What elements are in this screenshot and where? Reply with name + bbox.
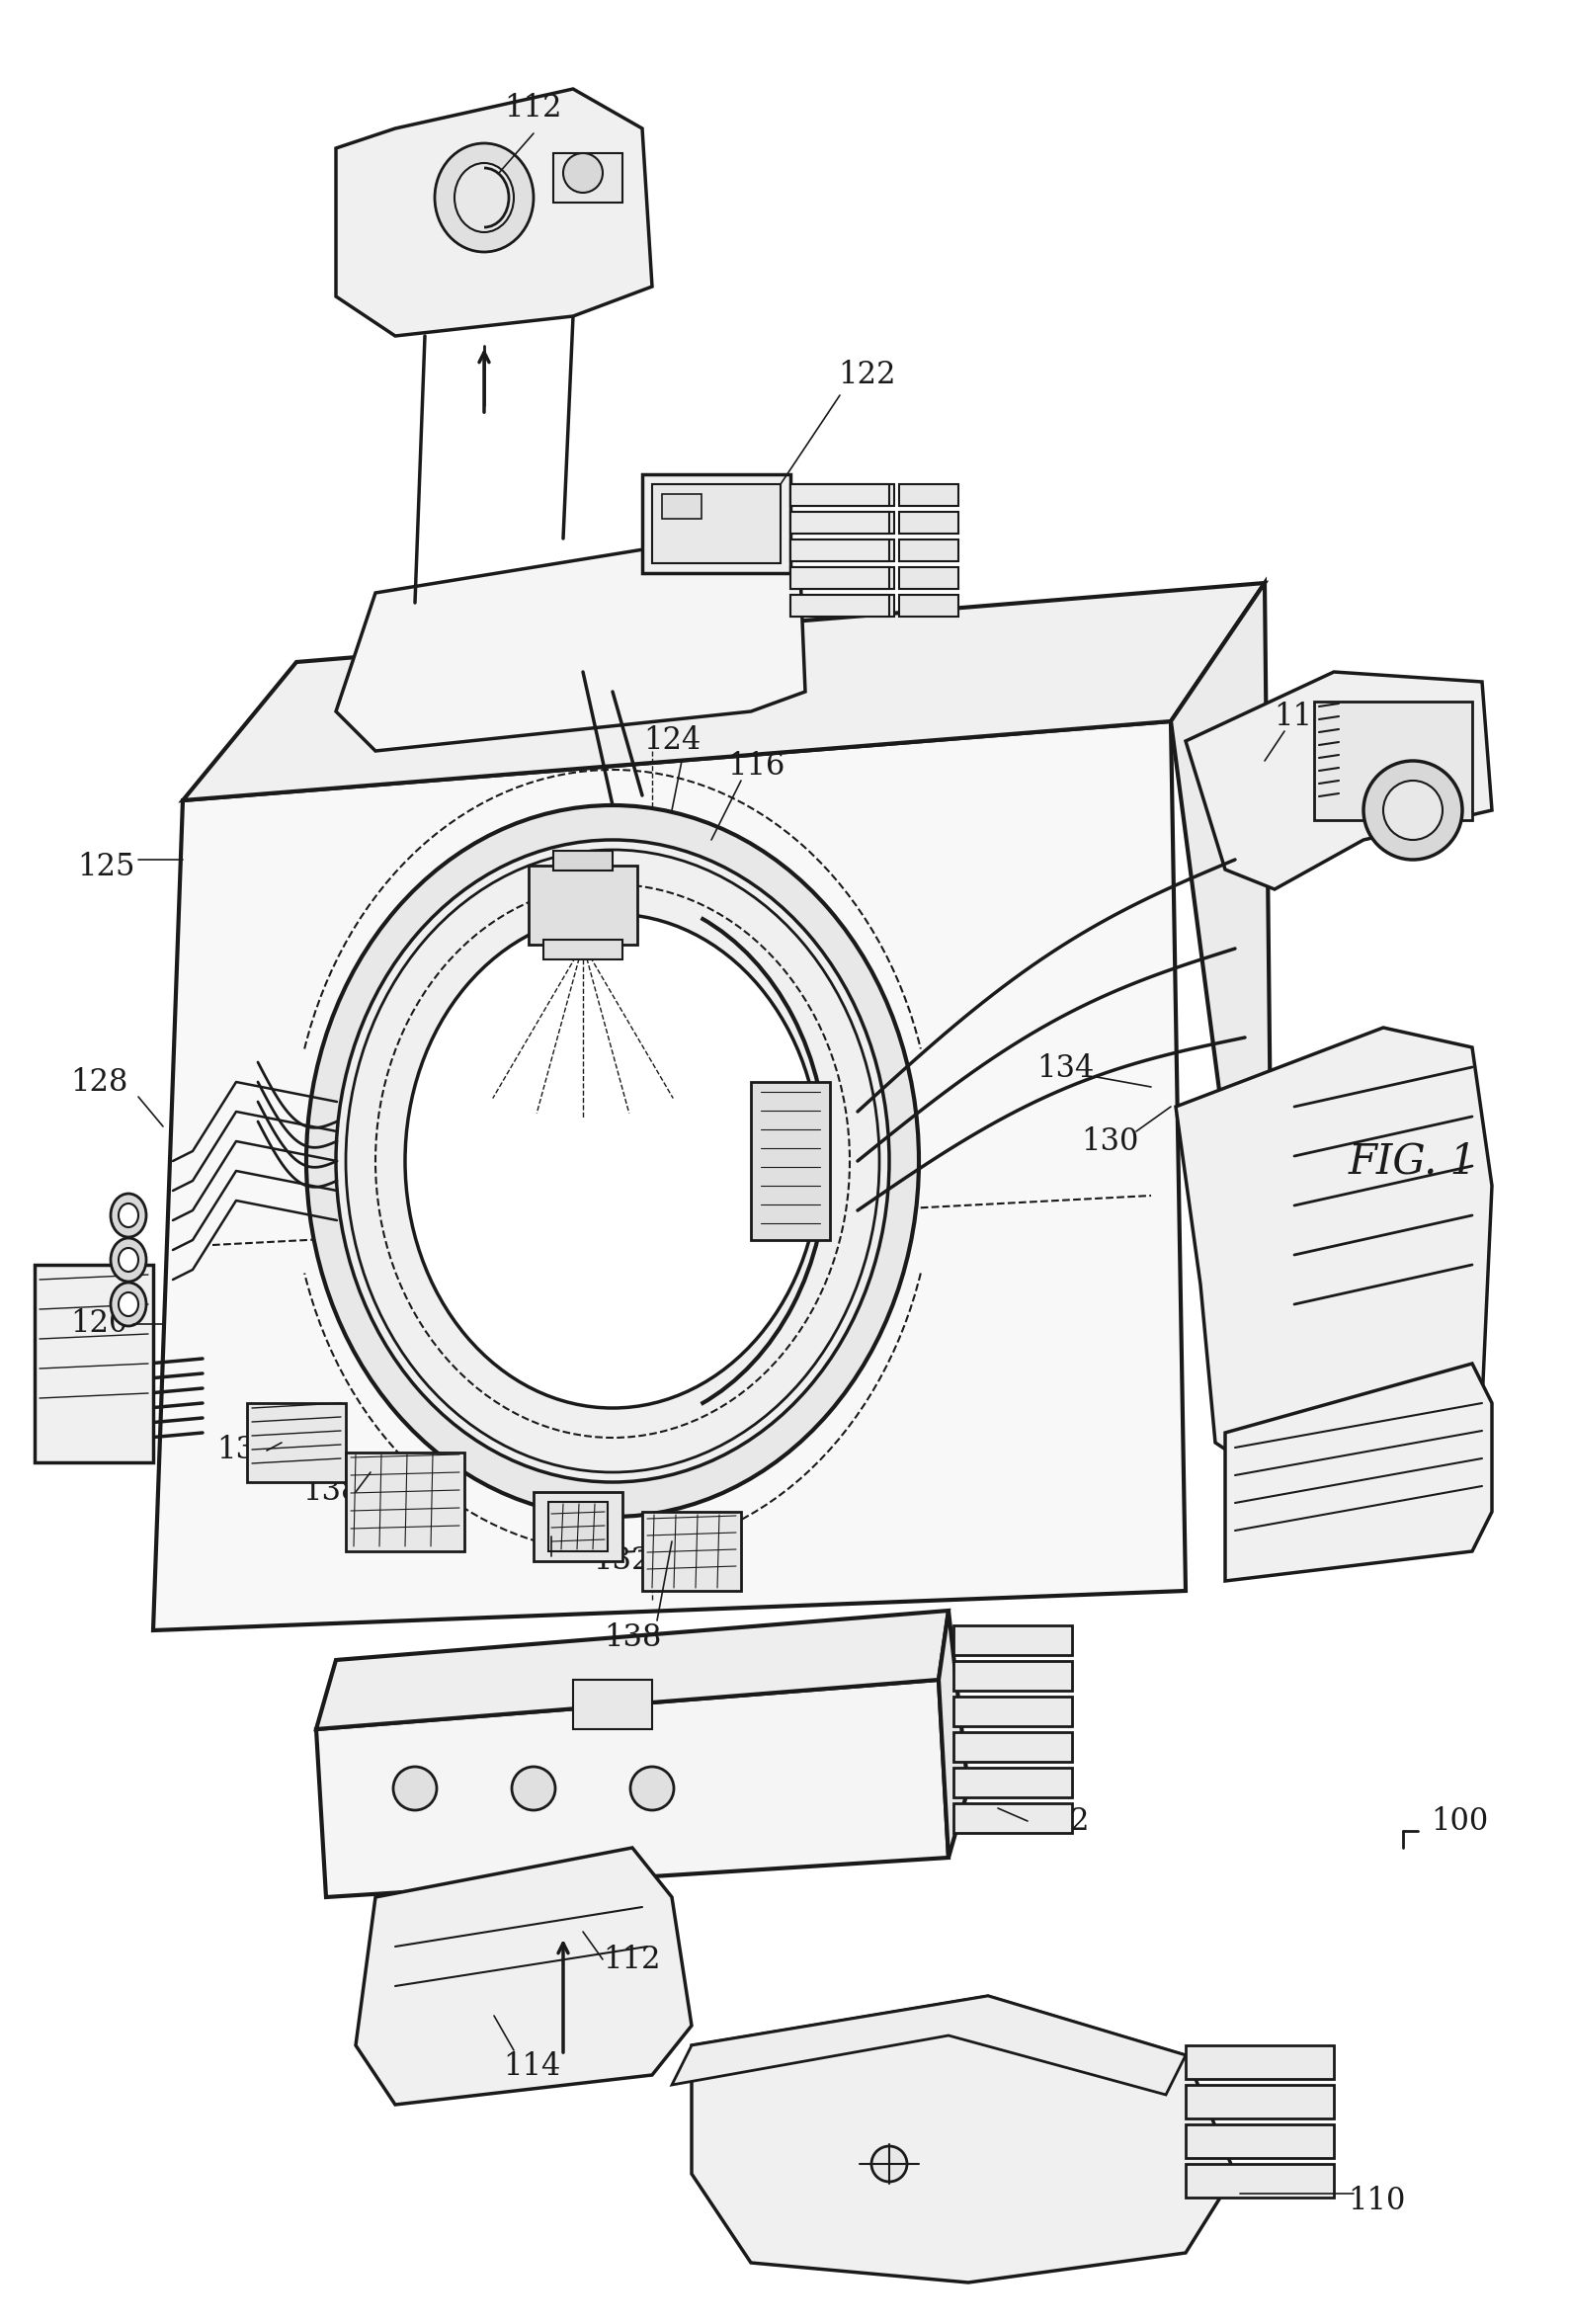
Text: 130: 130 (1081, 1125, 1139, 1157)
Bar (1186, 2085, 1334, 2119)
Text: 120: 120 (71, 1308, 127, 1339)
Ellipse shape (455, 163, 513, 232)
Text: 136: 136 (217, 1436, 275, 1466)
Bar (653, 483, 780, 562)
Bar (791, 539, 894, 560)
Ellipse shape (119, 1292, 138, 1315)
Bar (791, 511, 890, 535)
Ellipse shape (1363, 760, 1462, 860)
Bar (791, 595, 890, 616)
Text: 100: 100 (1431, 1806, 1489, 1836)
Bar (954, 1697, 1072, 1727)
Text: 122: 122 (838, 360, 896, 390)
Ellipse shape (394, 1766, 436, 1810)
Polygon shape (336, 535, 805, 751)
Bar (573, 1680, 653, 1729)
Bar (899, 567, 959, 588)
Bar (899, 511, 959, 535)
Bar (554, 153, 623, 202)
Bar (954, 1731, 1072, 1762)
Polygon shape (1170, 583, 1274, 1513)
Bar (750, 1083, 830, 1241)
Bar (791, 483, 890, 507)
Text: 110: 110 (1348, 2187, 1406, 2217)
Bar (642, 474, 791, 574)
Bar (246, 1404, 345, 1483)
Ellipse shape (306, 806, 919, 1518)
Polygon shape (938, 1611, 968, 1857)
Bar (1186, 2124, 1334, 2159)
Text: 114: 114 (502, 2052, 560, 2082)
Bar (791, 511, 894, 535)
Polygon shape (1186, 672, 1492, 890)
Bar (543, 939, 623, 960)
Bar (345, 1452, 464, 1552)
Bar (533, 1492, 623, 1562)
Bar (642, 1513, 741, 1592)
Bar (554, 851, 612, 869)
Bar (35, 1264, 154, 1462)
Ellipse shape (631, 1766, 673, 1810)
Text: 134: 134 (1037, 1053, 1094, 1085)
Text: 128: 128 (71, 1067, 127, 1097)
Bar (1315, 702, 1472, 820)
Bar (1186, 2045, 1334, 2080)
Bar (529, 865, 637, 944)
Bar (791, 567, 890, 588)
Bar (791, 539, 890, 560)
Polygon shape (336, 88, 653, 337)
Text: 132: 132 (593, 1545, 651, 1576)
Bar (954, 1624, 1072, 1655)
Text: 138: 138 (303, 1476, 359, 1508)
Ellipse shape (119, 1204, 138, 1227)
Text: 116: 116 (726, 751, 784, 781)
Ellipse shape (111, 1283, 146, 1327)
Bar (791, 567, 894, 588)
Text: 112: 112 (604, 1945, 661, 1975)
Ellipse shape (435, 144, 533, 251)
Bar (662, 495, 701, 518)
Ellipse shape (111, 1195, 146, 1236)
Ellipse shape (405, 913, 821, 1408)
Bar (548, 1501, 607, 1552)
Polygon shape (317, 1611, 949, 1729)
Polygon shape (1175, 1027, 1492, 1483)
Text: 124: 124 (643, 725, 701, 755)
Polygon shape (1225, 1364, 1492, 1580)
Text: 118: 118 (1274, 702, 1331, 732)
Ellipse shape (871, 2145, 907, 2182)
Text: 125: 125 (78, 853, 135, 883)
Bar (791, 595, 894, 616)
Text: 112: 112 (505, 93, 562, 123)
Ellipse shape (336, 839, 890, 1483)
Polygon shape (672, 1996, 1186, 2094)
Text: 138: 138 (604, 1622, 661, 1655)
Bar (954, 1662, 1072, 1690)
Polygon shape (317, 1680, 949, 1896)
Polygon shape (154, 720, 1186, 1631)
Bar (1186, 2164, 1334, 2199)
Ellipse shape (111, 1239, 146, 1281)
Polygon shape (692, 1996, 1235, 2282)
Text: 122: 122 (1031, 1806, 1089, 1836)
Bar (899, 539, 959, 560)
Bar (791, 483, 894, 507)
Text: FIG. 1: FIG. 1 (1349, 1141, 1476, 1183)
Bar (899, 595, 959, 616)
Bar (954, 1803, 1072, 1834)
Bar (899, 483, 959, 507)
Polygon shape (182, 583, 1265, 799)
Ellipse shape (563, 153, 602, 193)
Polygon shape (356, 1848, 692, 2106)
Bar (954, 1769, 1072, 1796)
Ellipse shape (119, 1248, 138, 1271)
Ellipse shape (511, 1766, 555, 1810)
Ellipse shape (1384, 781, 1442, 839)
